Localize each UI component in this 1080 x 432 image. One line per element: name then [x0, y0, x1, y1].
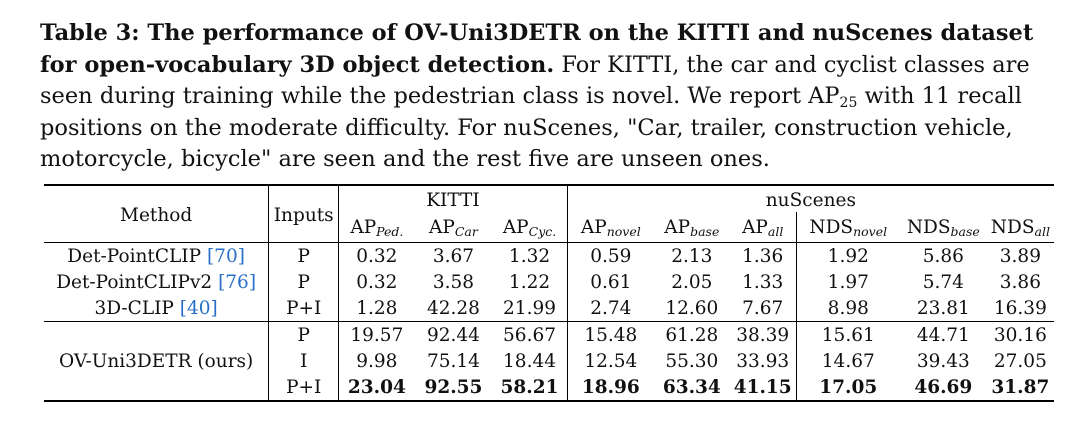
value-cell: 3.67: [432, 245, 475, 267]
table-row: OV-Uni3DETR (ours) P 19.57 92.44 56.67 1…: [44, 321, 1054, 372]
value-cell: 23.81: [899, 295, 987, 322]
value-cell: 0.59: [566, 242, 654, 269]
value-cell: 58.21: [500, 376, 559, 398]
table-row: Det-PointCLIP [70] P 0.32 3.67 1.32 0.59…: [44, 242, 1054, 269]
table-row: Det-PointCLIPv2 [76] P 0.32 3.58 1.22 0.…: [44, 269, 1054, 295]
caption-ap-subscript: 25: [839, 95, 858, 111]
header-col: APbase: [653, 212, 730, 243]
value-cell: 1.28: [338, 295, 415, 322]
value-cell: 9.98: [338, 348, 415, 374]
value-cell: 15.48: [566, 321, 654, 348]
value-cell: 0.32: [338, 242, 415, 269]
value-cell: 0.32: [338, 269, 415, 295]
value-cell: 1.36: [742, 245, 784, 267]
header-inputs: Inputs: [268, 185, 339, 243]
table-caption: Table 3: The performance of OV-Uni3DETR …: [40, 18, 1058, 176]
value-cell: 12.54: [566, 348, 654, 374]
value-cell: 3.89: [999, 245, 1041, 267]
input-cell: I: [268, 348, 339, 374]
value-cell: 75.14: [426, 350, 480, 372]
value-cell: 41.15: [733, 376, 792, 398]
header-col: APall: [729, 212, 797, 243]
value-cell: 12.60: [653, 295, 730, 322]
value-cell: 19.57: [338, 321, 415, 348]
value-cell: 8.98: [795, 295, 900, 322]
method-cell-ours: OV-Uni3DETR (ours): [58, 350, 254, 372]
value-cell: 15.61: [795, 321, 900, 348]
value-cell: 5.86: [922, 245, 964, 267]
value-cell: 92.55: [424, 376, 483, 398]
value-cell: 63.34: [662, 376, 721, 398]
value-cell: 42.28: [414, 295, 493, 322]
header-col: NDSall: [986, 212, 1054, 243]
value-cell: 18.44: [503, 350, 556, 372]
value-cell: 2.05: [671, 271, 713, 293]
header-col: APnovel: [566, 212, 654, 243]
value-cell: 1.97: [795, 269, 900, 295]
value-cell: 17.05: [795, 374, 900, 401]
value-cell: 1.22: [508, 271, 551, 293]
method-cell: Det-PointCLIP [70]: [67, 245, 245, 267]
header-col: APPed.: [338, 212, 415, 243]
value-cell: 3.58: [432, 271, 475, 293]
value-cell: 5.74: [922, 271, 964, 293]
value-cell: 33.93: [736, 350, 790, 372]
value-cell: 1.32: [508, 245, 551, 267]
caption-label: Table 3: The performance of OV-Uni3DETR …: [40, 20, 1034, 78]
value-cell: 92.44: [426, 324, 480, 346]
method-cell: 3D-CLIP [40]: [44, 295, 269, 322]
value-cell: 1.92: [795, 242, 900, 269]
value-cell: 39.43: [916, 350, 970, 372]
header-row-metrics: APPed. APCar APCyc. APnovel APbase APall…: [44, 212, 1054, 243]
header-method: Method: [44, 185, 269, 243]
value-cell: 1.33: [742, 271, 784, 293]
input-cell: P: [268, 242, 339, 269]
value-cell: 7.67: [729, 295, 797, 322]
header-col: NDSbase: [899, 212, 987, 243]
input-cell: P: [268, 321, 339, 348]
caption-text-1: For KITTI, the car and cyclist classes a…: [40, 51, 1030, 110]
value-cell: 56.67: [503, 324, 556, 346]
table-row-best: P+I 23.04 92.55 58.21 18.96 63.34 41.15 …: [44, 374, 1054, 401]
table-row: I 9.98 75.14 18.44 12.54 55.30 33.93 14.…: [44, 348, 1054, 374]
header-col: APCyc.: [492, 212, 568, 243]
value-cell: 46.69: [914, 376, 973, 398]
header-row-groups: Method Inputs KITTI nuScenes: [44, 185, 1054, 243]
input-cell: P: [268, 269, 339, 295]
method-cell: Det-PointCLIPv2 [76]: [56, 271, 257, 293]
value-cell: 27.05: [993, 350, 1047, 372]
value-cell: 0.61: [566, 269, 654, 295]
header-nuscenes: nuScenes: [566, 185, 1054, 212]
value-cell: 31.87: [991, 376, 1050, 398]
input-cell: P+I: [268, 374, 339, 401]
value-cell: 2.13: [671, 245, 713, 267]
value-cell: 18.96: [566, 374, 654, 401]
value-cell: 16.39: [986, 295, 1054, 322]
value-cell: 30.16: [993, 324, 1047, 346]
table-row: 3D-CLIP [40] P+I 1.28 42.28 21.99 2.74 1…: [44, 295, 1054, 322]
value-cell: 2.74: [566, 295, 654, 322]
header-col: NDSnovel: [795, 212, 900, 243]
input-cell: P+I: [268, 295, 339, 322]
header-kitti: KITTI: [338, 185, 568, 212]
value-cell: 55.30: [665, 350, 719, 372]
value-cell: 14.67: [795, 348, 900, 374]
value-cell: 23.04: [338, 374, 415, 401]
value-cell: 21.99: [492, 295, 568, 322]
value-cell: 61.28: [665, 324, 719, 346]
value-cell: 44.71: [916, 324, 970, 346]
value-cell: 3.86: [999, 271, 1041, 293]
results-table: Method Inputs KITTI nuScenes APPed. APCa…: [44, 184, 1054, 402]
header-col: APCar: [414, 212, 493, 243]
caption-text-2: with 11 recall positions on the moderate…: [40, 83, 1022, 172]
value-cell: 38.39: [736, 324, 790, 346]
